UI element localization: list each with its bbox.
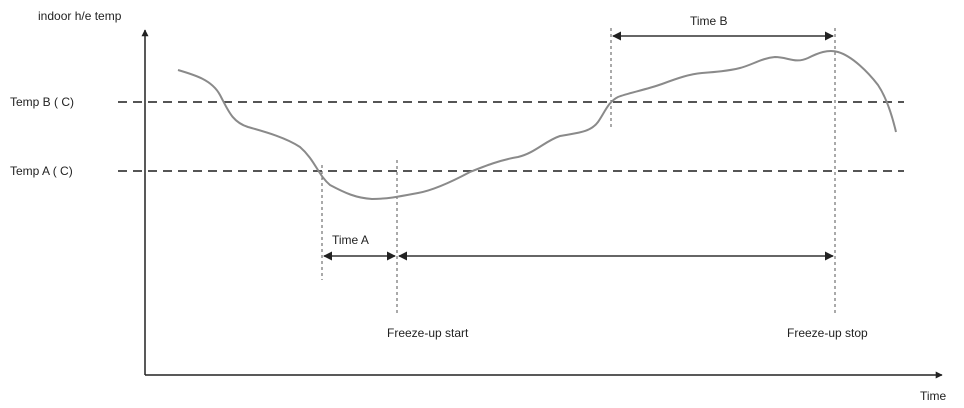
- freeze-up-stop-label: Freeze-up stop: [787, 326, 868, 340]
- y-axis-label: indoor h/e temp: [38, 9, 122, 23]
- x-axis-label: Time: [920, 389, 947, 403]
- temperature-curve: [177, 49, 897, 201]
- freeze-up-start-label: Freeze-up start: [387, 326, 469, 340]
- temp-b-label: Temp B ( C): [10, 95, 74, 109]
- temp-a-label: Temp A ( C): [10, 164, 73, 178]
- time-a-label: Time A: [332, 233, 369, 247]
- time-b-label: Time B: [690, 14, 728, 28]
